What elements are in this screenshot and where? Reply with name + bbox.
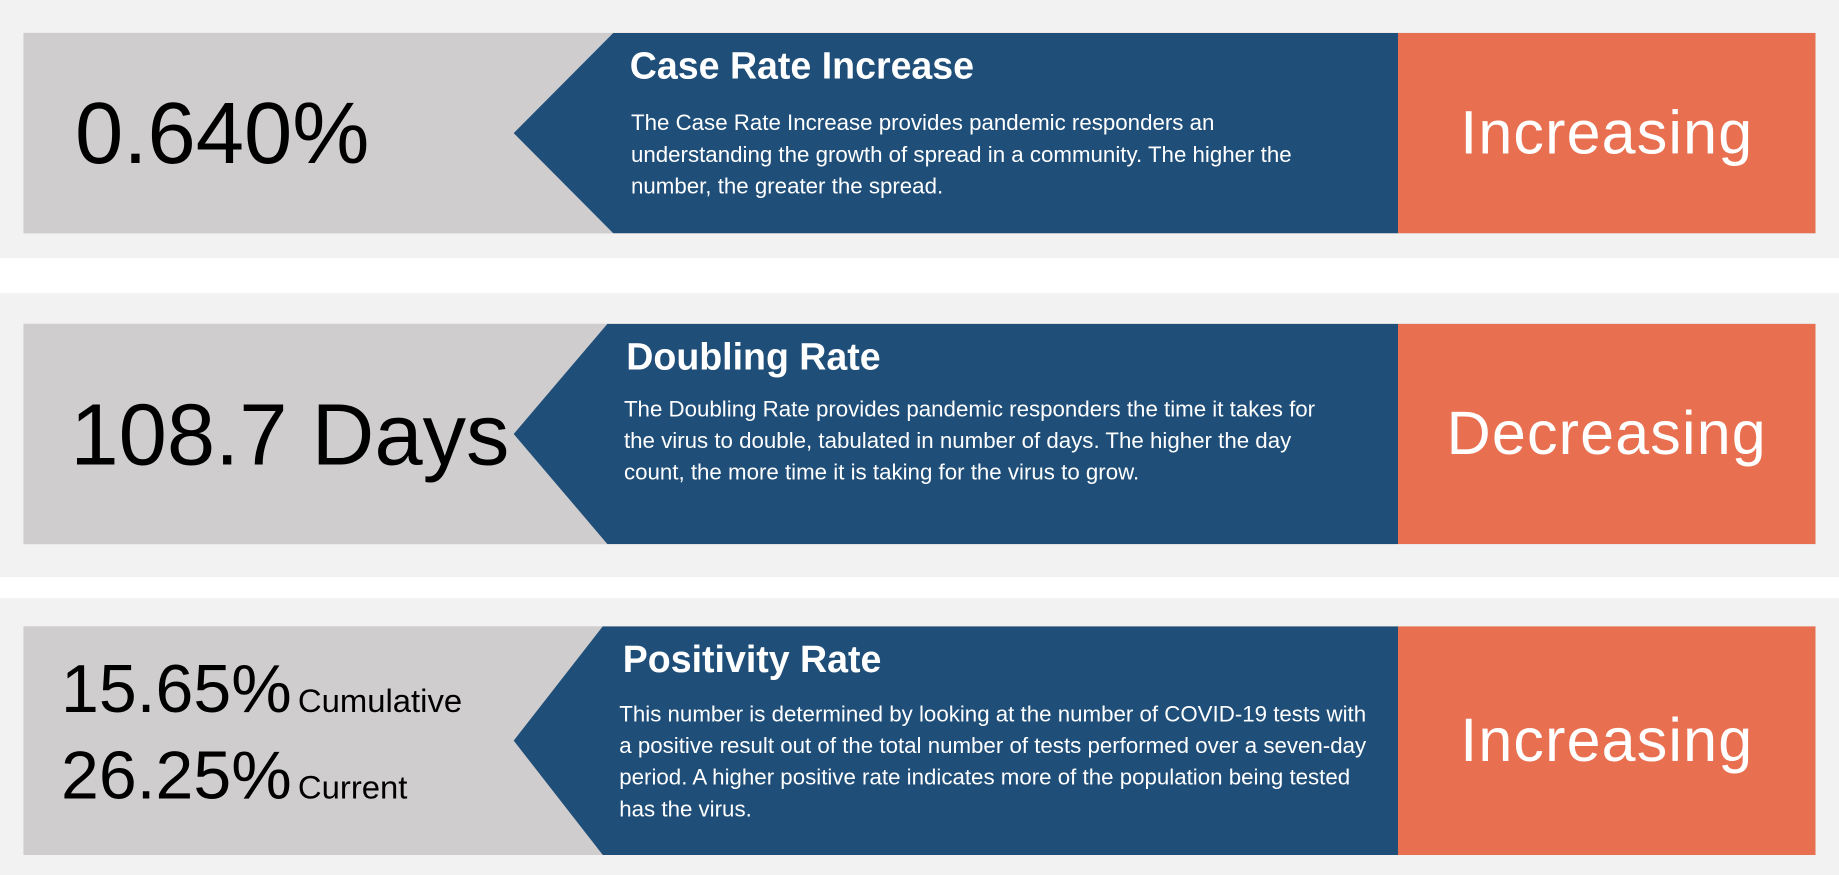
metric-row: 26.25% Current [61,737,407,816]
panel-title: Positivity Rate [622,638,882,681]
metric-label: Cumulative [297,682,463,719]
status: Decreasing [1446,399,1767,468]
metric-row: 15.65% Cumulative [61,650,462,729]
panel-title: Doubling Rate [626,335,881,378]
arrow-shape [513,32,1399,234]
panel-shapes [513,32,1816,234]
panel: Positivity Rate This number is determined… [23,626,1816,855]
panel-shapes [513,626,1816,855]
metric-value: 0.640% [75,84,370,182]
arrow-shape [513,323,1399,545]
arrow-shape [513,626,1399,855]
status-background [1398,323,1816,545]
metric-value: 108.7 Days [70,385,510,483]
status: Increasing [1460,99,1754,168]
panel-description: The Case Rate Increase provides pandemic… [630,111,1292,200]
panel: Doubling Rate The Doubling Rate provides … [23,323,1816,545]
panel-shapes [513,323,1816,545]
panel-description: The Doubling Rate provides pandemic resp… [623,397,1316,486]
panel: Case Rate Increase The Case Rate Increase… [23,32,1816,234]
metric-label: Current [297,769,408,806]
status: Increasing [1460,706,1754,775]
status-background [1398,626,1816,855]
metric-value: 26.25% [60,737,292,814]
panel-title: Case Rate Increase [629,44,975,87]
panel-description: This number is determined by looking at … [619,702,1367,823]
metric-value: 15.65% [60,650,292,728]
status-background [1398,32,1816,234]
